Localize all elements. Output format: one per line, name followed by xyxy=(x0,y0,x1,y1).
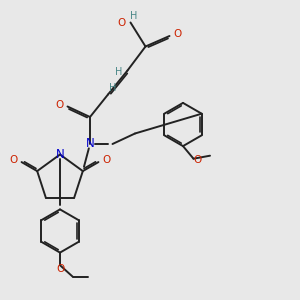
Text: O: O xyxy=(102,155,111,165)
Text: H: H xyxy=(116,67,123,77)
Text: H: H xyxy=(130,11,138,21)
Text: O: O xyxy=(57,264,65,274)
Text: O: O xyxy=(174,29,182,40)
Text: H: H xyxy=(109,83,116,93)
Text: N: N xyxy=(56,148,64,161)
Text: N: N xyxy=(85,137,94,150)
Text: O: O xyxy=(9,155,18,165)
Text: O: O xyxy=(55,100,63,110)
Text: O: O xyxy=(193,155,201,165)
Text: O: O xyxy=(117,17,126,28)
